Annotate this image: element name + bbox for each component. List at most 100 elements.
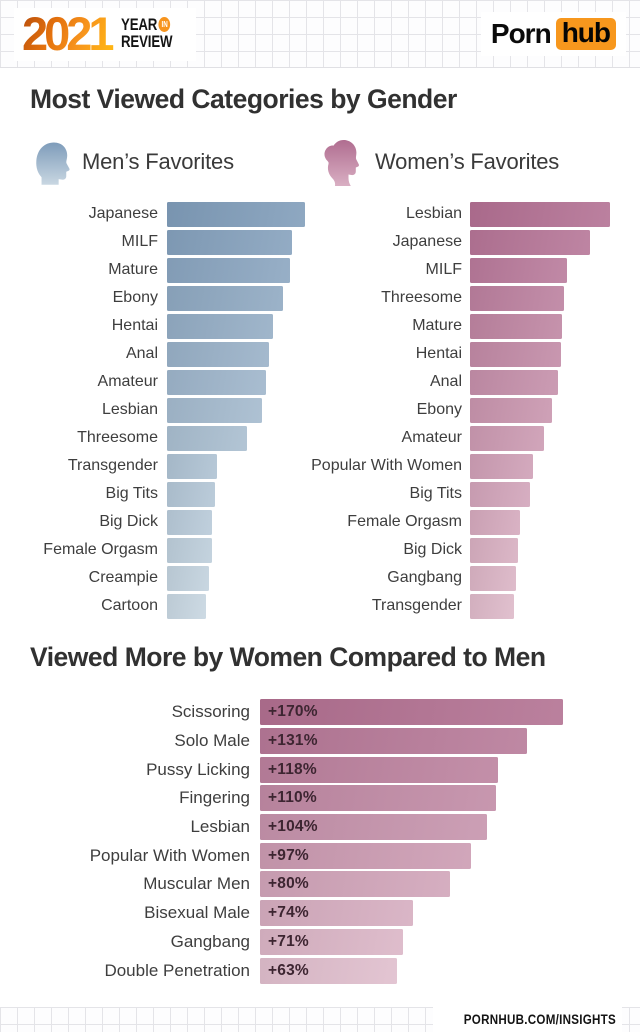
category-label: Transgender	[67, 457, 158, 474]
chart-row: Anal	[290, 368, 640, 396]
section2-title: Viewed More by Women Compared to Men	[30, 642, 546, 672]
bar-big-dick	[167, 509, 212, 535]
bar-big-dick	[470, 537, 518, 563]
bar-fingering: +110%	[260, 785, 496, 812]
pornhub-logo-hub: hub	[555, 18, 616, 50]
bar-female-orgasm	[167, 537, 212, 563]
chart-row: Big Dick	[0, 508, 320, 536]
men-favorites-label: Men’s Favorites	[82, 149, 234, 174]
category-label: Big Dick	[99, 513, 158, 530]
chart-row: Lesbian	[290, 200, 640, 228]
chart-row: Hentai	[290, 340, 640, 368]
chart-row: Transgender	[290, 592, 640, 620]
men-favorites-header: Men’s Favorites	[33, 138, 234, 186]
bar-hentai	[470, 341, 561, 367]
bar-female-orgasm	[470, 509, 520, 535]
chart-row: Popular With Women	[290, 452, 640, 480]
category-label: Anal	[125, 345, 158, 362]
year-2021-text: 2021	[22, 10, 115, 57]
category-label: Transgender	[371, 597, 462, 614]
bar-transgender	[470, 593, 514, 619]
bar-popular-with-women: +97%	[260, 842, 471, 869]
category-label: Japanese	[392, 233, 462, 250]
section1-title: Most Viewed Categories by Gender	[30, 84, 457, 114]
chart-row: MILF	[290, 256, 640, 284]
bar-transgender	[167, 453, 217, 479]
chart-row: Japanese	[0, 200, 320, 228]
women-favorites-label: Women’s Favorites	[375, 149, 560, 174]
chart-row: Gangbang	[290, 564, 640, 592]
chart-row: Scissoring +170%	[0, 698, 640, 727]
category-label: Fingering	[179, 788, 250, 808]
bar-milf	[167, 229, 292, 255]
category-label: Lesbian	[190, 817, 250, 837]
category-label: Gangbang	[387, 569, 462, 586]
footer-band: PORNHUB.COM/INSIGHTS	[0, 1007, 640, 1032]
bar-hentai	[167, 313, 273, 339]
category-label: Female Orgasm	[43, 541, 158, 558]
chart-row: Ebony	[0, 284, 320, 312]
chart-row: Threesome	[290, 284, 640, 312]
chart-row: MILF	[0, 228, 320, 256]
bar-value-label: +80%	[268, 875, 309, 893]
footer-site-url: PORNHUB.COM/INSIGHTS	[463, 1012, 616, 1027]
chart-row: Solo Male +131%	[0, 727, 640, 756]
category-label: Double Penetration	[104, 960, 250, 980]
chart-row: Big Tits	[0, 480, 320, 508]
bar-value-label: +97%	[268, 846, 309, 864]
category-label: Hentai	[111, 317, 158, 334]
bar-mature	[470, 313, 562, 339]
women-favorites-header: Women’s Favorites	[320, 138, 559, 186]
chart-row: Female Orgasm	[0, 536, 320, 564]
bar-lesbian: +104%	[260, 814, 487, 841]
bar-threesome	[167, 425, 247, 451]
category-label: Pussy Licking	[146, 759, 250, 779]
category-label: Popular With Women	[89, 845, 250, 865]
year-in-review-logo: 2021 YEAR IN REVIEW	[14, 8, 197, 61]
category-label: Bisexual Male	[144, 903, 250, 923]
in-badge: IN	[158, 17, 171, 33]
bar-big-tits	[167, 481, 215, 507]
category-label: Threesome	[381, 289, 462, 306]
bar-solo-male: +131%	[260, 728, 527, 755]
category-label: Ebony	[416, 401, 462, 418]
bar-creampie	[167, 565, 209, 591]
chart-row: Hentai	[0, 312, 320, 340]
header-band: 2021 YEAR IN REVIEW Porn hub	[0, 0, 640, 68]
category-label: MILF	[425, 261, 462, 278]
chart-row: Mature	[290, 312, 640, 340]
bar-double-penetration: +63%	[260, 957, 397, 984]
chart-row: Big Tits	[290, 480, 640, 508]
category-label: Lesbian	[101, 401, 158, 418]
bar-popular-with-women	[470, 453, 533, 479]
category-label: Amateur	[401, 429, 462, 446]
bar-amateur	[470, 425, 544, 451]
category-label: Popular With Women	[311, 457, 462, 474]
chart-row: Mature	[0, 256, 320, 284]
bar-japanese	[470, 229, 590, 255]
category-label: Hentai	[415, 345, 462, 362]
bar-gangbang: +71%	[260, 928, 403, 955]
category-label: Creampie	[88, 569, 158, 586]
chart-row: Double Penetration +63%	[0, 956, 640, 985]
female-head-icon	[324, 139, 359, 186]
bar-lesbian	[167, 397, 262, 423]
category-label: Mature	[108, 261, 158, 278]
category-label: Muscular Men	[143, 874, 250, 894]
category-label: MILF	[121, 233, 158, 250]
chart-row: Female Orgasm	[290, 508, 640, 536]
bar-ebony	[167, 285, 283, 311]
chart-row: Big Dick	[290, 536, 640, 564]
chart-row: Ebony	[290, 396, 640, 424]
bar-value-label: +63%	[268, 961, 309, 979]
men-favorites-chart: Japanese MILF Mature Ebony Hentai Anal Amateur…	[0, 200, 320, 620]
category-label: Scissoring	[171, 702, 250, 722]
category-label: Mature	[412, 317, 462, 334]
bar-anal	[167, 341, 269, 367]
chart-row: Gangbang +71%	[0, 928, 640, 957]
bar-milf	[470, 257, 567, 283]
bar-muscular-men: +80%	[260, 871, 450, 898]
category-label: Ebony	[112, 289, 158, 306]
chart-row: Japanese	[290, 228, 640, 256]
